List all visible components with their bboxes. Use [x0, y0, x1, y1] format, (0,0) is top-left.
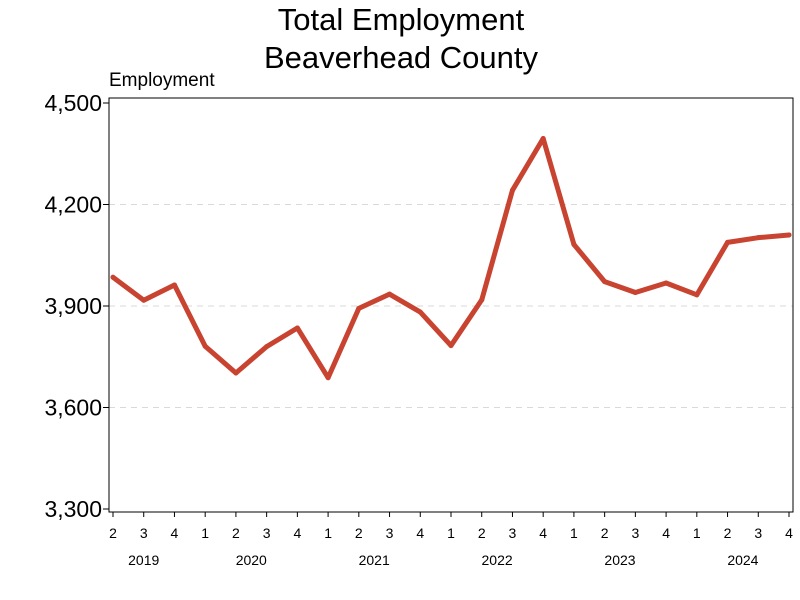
- data-point: [632, 289, 638, 295]
- x-tick-label: 4: [293, 525, 301, 541]
- x-tick-label: 3: [263, 525, 271, 541]
- y-tick-label: 3,900: [44, 293, 102, 319]
- data-point: [110, 274, 116, 280]
- data-point: [725, 239, 731, 245]
- x-tick-label: 3: [509, 525, 517, 541]
- data-point: [786, 232, 792, 238]
- x-tick-label: 4: [171, 525, 179, 541]
- data-point: [602, 279, 608, 285]
- data-point: [417, 309, 423, 315]
- x-tick-label: 4: [539, 525, 547, 541]
- gridlines: [109, 204, 793, 408]
- data-point: [356, 305, 362, 311]
- chart-title-line-1: Total Employment: [278, 2, 525, 37]
- data-point: [387, 291, 393, 297]
- x-tick-label: 1: [447, 525, 455, 541]
- data-point: [540, 136, 546, 142]
- x-tick-label: 1: [201, 525, 209, 541]
- x-tick-label: 1: [570, 525, 578, 541]
- x-tick-label: 1: [324, 525, 332, 541]
- x-tick-label: 3: [631, 525, 639, 541]
- x-tick-label: 2: [109, 525, 117, 541]
- y-tick-label: 3,600: [44, 395, 102, 421]
- data-point: [571, 241, 577, 247]
- year-label: 2022: [482, 552, 513, 568]
- y-tick-label: 4,200: [44, 192, 102, 218]
- data-point: [663, 280, 669, 286]
- y-tick-label: 3,300: [44, 496, 102, 522]
- plot-frame: [108, 97, 794, 513]
- x-tick-label: 4: [662, 525, 670, 541]
- year-label: 2023: [604, 552, 635, 568]
- y-axis-ticks: 3,300 3,600 3,900 4,200 4,500: [44, 90, 109, 522]
- x-tick-label: 4: [785, 525, 793, 541]
- data-point: [509, 187, 515, 193]
- data-point: [448, 343, 454, 349]
- data-point: [264, 344, 270, 350]
- y-axis-label: Employment: [109, 70, 215, 91]
- x-tick-label: 2: [478, 525, 486, 541]
- year-label: 2021: [359, 552, 390, 568]
- chart-title-line-2: Beaverhead County: [264, 40, 539, 75]
- data-point: [233, 370, 239, 376]
- data-point: [694, 292, 700, 298]
- x-tick-label: 2: [355, 525, 363, 541]
- year-label: 2019: [128, 552, 159, 568]
- data-point: [325, 375, 331, 381]
- x-tick-label: 2: [601, 525, 609, 541]
- data-points: [110, 136, 792, 381]
- year-label: 2024: [727, 552, 758, 568]
- data-point: [479, 297, 485, 303]
- y-tick-label: 4,500: [44, 90, 102, 116]
- x-tick-label: 1: [693, 525, 701, 541]
- x-tick-label: 2: [232, 525, 240, 541]
- data-point: [294, 325, 300, 331]
- data-point: [202, 343, 208, 349]
- x-tick-label: 3: [754, 525, 762, 541]
- data-point: [755, 235, 761, 241]
- x-tick-label: 4: [416, 525, 424, 541]
- data-point: [171, 282, 177, 288]
- x-axis-year-labels: 2019 2020 2021 2022 2023 2024: [128, 552, 759, 568]
- x-axis-ticks: 2 3 4 1 2 3 4 1 2 3 4 1 2 3 4 1 2 3 4 1 2 3 4: [109, 512, 793, 541]
- x-tick-label: 2: [724, 525, 732, 541]
- series-line-employment: [110, 136, 792, 381]
- data-point: [141, 297, 147, 303]
- x-tick-label: 3: [140, 525, 148, 541]
- x-tick-label: 3: [386, 525, 394, 541]
- year-label: 2020: [236, 552, 267, 568]
